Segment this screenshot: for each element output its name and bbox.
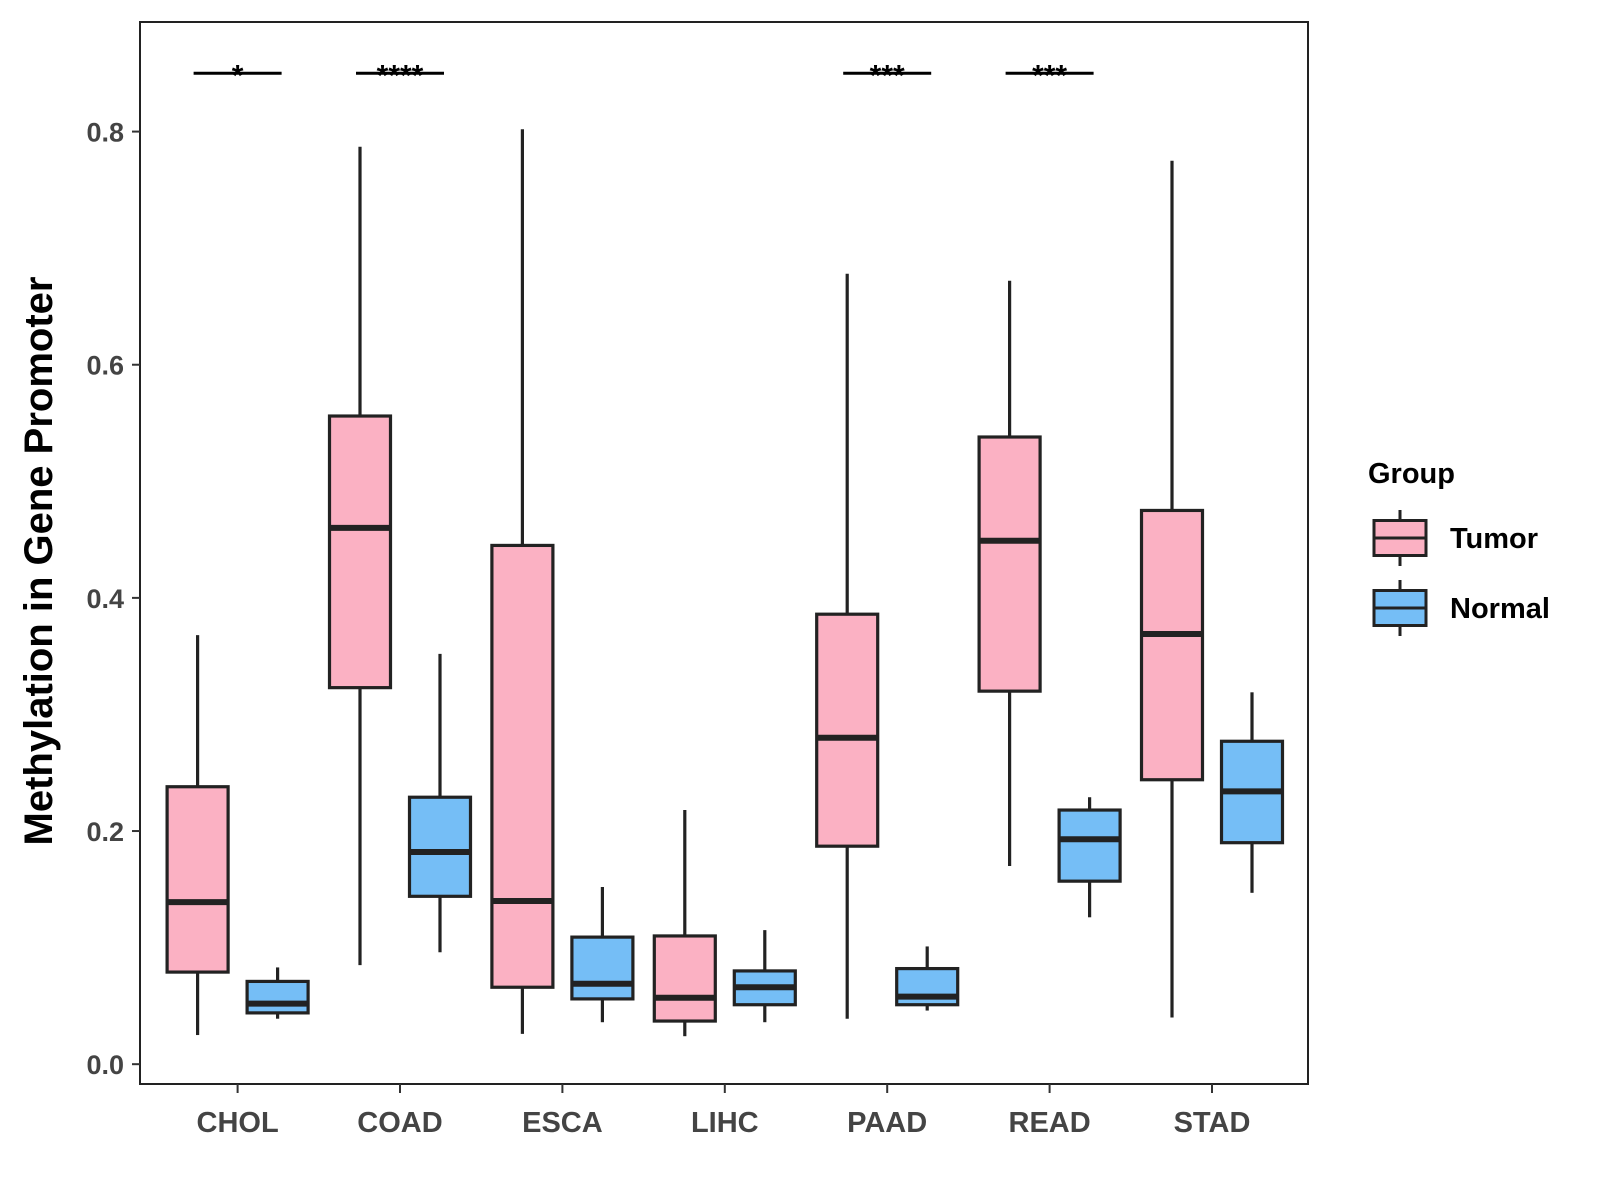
y-axis-title: Methylation in Gene Promoter: [17, 277, 61, 846]
y-tick-label: 0.2: [86, 817, 124, 847]
axis-layer: 0.0 0.2 0.4 0.6 0.8 CHOL COAD ESCA LIHC PAAD READ S…: [17, 118, 1250, 1139]
legend-key-tumor: [1372, 510, 1428, 566]
coad-significance-label: ****: [377, 59, 424, 92]
esca-tumor-box: [490, 543, 555, 989]
x-tick-label-paad: PAAD: [847, 1107, 927, 1139]
x-tick-label-read: READ: [1009, 1107, 1091, 1139]
x-tick-label-coad: COAD: [357, 1107, 442, 1139]
x-tick-label-lihc: LIHC: [691, 1107, 759, 1139]
coad-normal-box: [407, 795, 473, 898]
plot-layer: * **** *** ***: [165, 59, 1285, 1037]
chol-normal-box: [245, 979, 310, 1015]
lihc-tumor-box: [652, 934, 717, 1023]
legend: Group Tumor Normal: [1368, 458, 1550, 636]
read-significance-label: ***: [1032, 59, 1067, 92]
read-tumor-box: [977, 435, 1042, 693]
legend-title: Group: [1368, 458, 1455, 490]
read-normal-box: [1057, 808, 1122, 883]
x-tick-label-chol: CHOL: [197, 1107, 279, 1139]
esca-normal-box: [570, 935, 635, 1001]
x-tick-label-esca: ESCA: [522, 1107, 603, 1139]
y-tick-label: 0.0: [86, 1050, 124, 1080]
coad-tumor-box: [327, 414, 393, 690]
y-tick-label: 0.8: [86, 118, 124, 148]
paad-significance-label: ***: [870, 59, 905, 92]
y-tick-label: 0.4: [86, 584, 124, 614]
chol-tumor-box: [165, 785, 230, 974]
legend-key-normal: [1372, 580, 1428, 636]
stad-tumor-box: [1139, 508, 1205, 782]
y-tick-label: 0.6: [86, 351, 124, 381]
chol-significance-label: *: [232, 59, 244, 92]
paad-tumor-box: [815, 612, 880, 848]
legend-label-tumor: Tumor: [1450, 523, 1538, 555]
legend-label-normal: Normal: [1450, 593, 1550, 625]
x-tick-label-stad: STAD: [1174, 1107, 1251, 1139]
